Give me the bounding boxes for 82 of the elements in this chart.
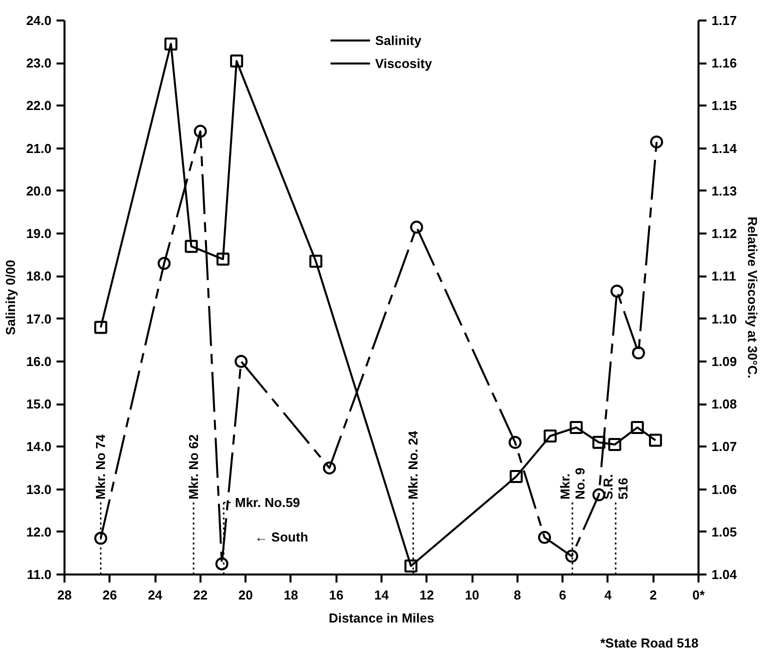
- point: [164, 37, 178, 50]
- y2-tick-label: 1.14: [712, 140, 738, 156]
- point: [230, 54, 244, 68]
- x-tick-label: 12: [420, 588, 434, 602]
- y2-tick-label: 1.16: [712, 56, 737, 71]
- y-tick-label: 21.0: [26, 140, 52, 156]
- point: [404, 559, 418, 572]
- y2-tick-label: 1.11: [712, 268, 736, 284]
- y-tick-label: 23.0: [26, 56, 52, 71]
- x-tick-label: 0*: [692, 588, 706, 602]
- point: [216, 252, 230, 266]
- annotation: ← South: [254, 529, 308, 544]
- x-tick-label: 28: [57, 588, 72, 602]
- point: [158, 256, 171, 270]
- point: [632, 346, 645, 360]
- y2-tick-label: 1.07: [712, 439, 737, 454]
- y-tick-label: 14.0: [26, 439, 52, 454]
- point: [570, 420, 583, 434]
- y-tick-label: 22.0: [26, 98, 52, 114]
- point: [184, 240, 198, 253]
- point: [544, 430, 557, 442]
- point: [538, 530, 552, 544]
- y2-tick-label: 1.17: [712, 13, 737, 28]
- y-tick-label: 24.0: [26, 13, 52, 28]
- point: [94, 320, 108, 334]
- y-tick-label: 15.0: [26, 396, 52, 412]
- legend-label: Viscosity: [375, 56, 432, 70]
- x-tick-label: 2: [650, 588, 657, 602]
- point: [410, 220, 424, 234]
- y2-tick-label: 1.12: [712, 226, 737, 242]
- point: [565, 550, 578, 563]
- point: [215, 557, 228, 570]
- y-tick-label: 12.0: [26, 524, 52, 540]
- y2-tick-label: 1.15: [712, 98, 737, 114]
- y2-tick-label: 1.06: [712, 482, 737, 497]
- ref-line-label: Mkr. No. 24: [406, 430, 421, 500]
- point: [610, 284, 624, 298]
- y-tick-label: 16.0: [26, 354, 52, 369]
- ref-line-label: Mkr. No 74: [93, 434, 108, 500]
- point: [309, 254, 322, 268]
- x-tick-label: 8: [514, 588, 521, 602]
- point: [608, 438, 622, 452]
- x-tick-label: 20: [238, 588, 253, 602]
- x-tick-label: 10: [464, 588, 480, 602]
- y2-axis-title: Relative Viscosity at 30°C.: [744, 216, 760, 378]
- x-tick-label: 14: [374, 588, 390, 602]
- y-tick-label: 18.0: [26, 268, 52, 284]
- x-tick-label: 4: [604, 588, 612, 602]
- y2-tick-label: 1.10: [712, 311, 737, 326]
- y-tick-label: 19.0: [26, 226, 52, 242]
- point: [648, 434, 662, 447]
- x-tick-label: 16: [328, 588, 344, 602]
- point: [592, 436, 606, 449]
- y2-tick-label: 1.08: [712, 396, 737, 412]
- x-tick-label: 6: [559, 588, 566, 602]
- x-tick-label: 24: [148, 588, 164, 602]
- point: [322, 461, 336, 474]
- ref-line-label: Mkr. No 62: [186, 434, 202, 500]
- legend-label: Salinity: [375, 32, 422, 48]
- y-tick-label: 13.0: [26, 482, 52, 497]
- y2-tick-label: 1.05: [712, 524, 737, 540]
- y-tick-label: 20.0: [26, 183, 52, 198]
- y-axis-title: Salinity 0/00: [3, 260, 18, 336]
- x-axis-title: Distance in Miles: [328, 610, 434, 626]
- y2-tick-label: 1.13: [712, 183, 737, 198]
- point: [234, 354, 248, 368]
- text: *State Road 518: [600, 636, 699, 650]
- x-tick-label: 22: [193, 588, 208, 602]
- x-tick-label: 26: [102, 588, 118, 602]
- point: [94, 532, 108, 545]
- point: [630, 420, 644, 434]
- point: [194, 124, 207, 138]
- y-tick-label: 17.0: [26, 311, 52, 326]
- point: [508, 436, 522, 449]
- y-tick-label: 11.0: [26, 567, 52, 582]
- y2-tick-label: 1.04: [712, 567, 738, 582]
- x-tick-label: 18: [284, 588, 298, 602]
- point: [510, 470, 523, 483]
- y2-tick-label: 1.09: [712, 354, 737, 369]
- ref-line-label: Mkr. No.59: [235, 494, 300, 510]
- point: [650, 135, 664, 148]
- ref-line-label: Mkr. No. 9: [557, 468, 588, 500]
